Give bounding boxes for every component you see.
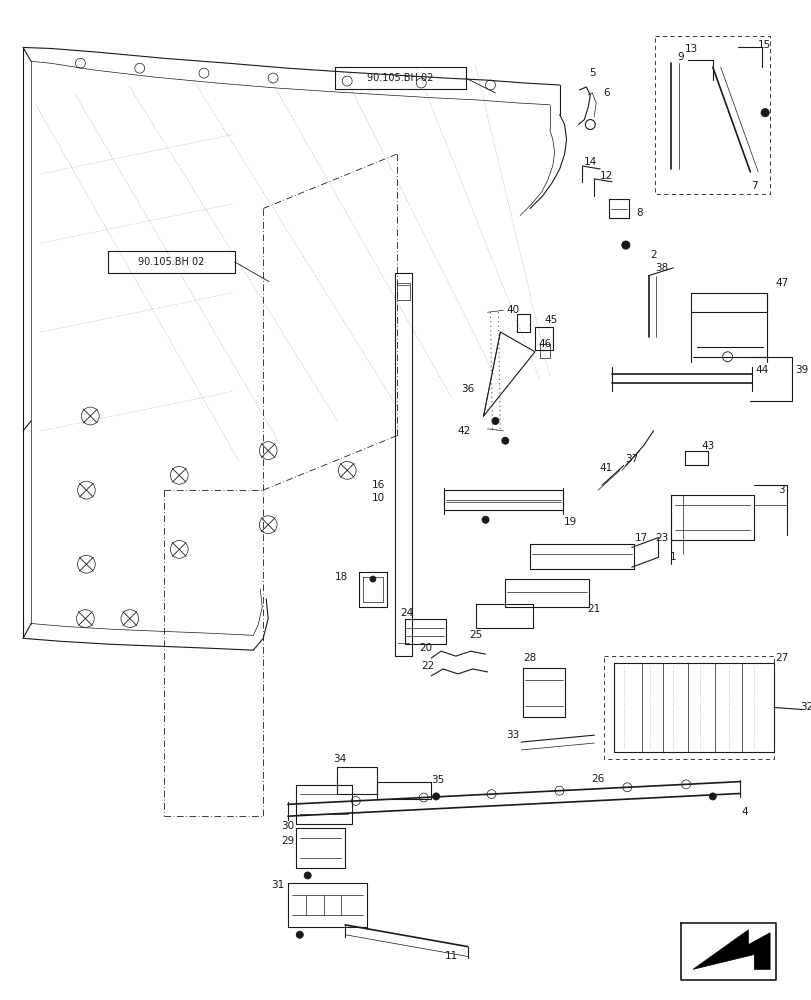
Circle shape — [304, 872, 311, 879]
Text: 90.105.BH 02: 90.105.BH 02 — [367, 73, 433, 83]
Text: 18: 18 — [334, 572, 347, 582]
Text: 21: 21 — [587, 604, 600, 614]
Text: 8: 8 — [636, 208, 642, 218]
Text: 22: 22 — [421, 661, 435, 671]
Text: 41: 41 — [599, 463, 612, 473]
Circle shape — [709, 793, 715, 800]
Polygon shape — [692, 930, 769, 969]
Circle shape — [491, 417, 498, 424]
Text: 43: 43 — [701, 441, 714, 451]
Text: 47: 47 — [775, 278, 787, 288]
Text: 12: 12 — [599, 171, 612, 181]
Text: 16: 16 — [371, 480, 385, 490]
Text: 35: 35 — [431, 775, 444, 785]
Text: 31: 31 — [271, 880, 285, 890]
Text: 19: 19 — [563, 517, 577, 527]
Text: 10: 10 — [371, 493, 385, 503]
Text: 44: 44 — [755, 365, 768, 375]
Circle shape — [760, 109, 768, 117]
Circle shape — [501, 437, 508, 444]
Text: 17: 17 — [634, 533, 647, 543]
Circle shape — [296, 931, 303, 938]
Text: 40: 40 — [506, 305, 519, 315]
Text: 25: 25 — [469, 630, 482, 640]
Text: 33: 33 — [506, 730, 519, 740]
Text: 3: 3 — [778, 485, 784, 495]
Text: 7: 7 — [750, 181, 757, 191]
Circle shape — [482, 516, 488, 523]
Text: 6: 6 — [602, 88, 608, 98]
Text: 37: 37 — [624, 454, 637, 464]
Text: 28: 28 — [523, 653, 536, 663]
Text: 4: 4 — [740, 807, 747, 817]
Text: 42: 42 — [457, 426, 470, 436]
Text: 90.105.BH 02: 90.105.BH 02 — [138, 257, 204, 267]
Text: 46: 46 — [538, 339, 551, 349]
Text: 38: 38 — [654, 263, 667, 273]
Circle shape — [432, 793, 439, 800]
Text: 5: 5 — [588, 68, 594, 78]
Text: 23: 23 — [654, 533, 667, 543]
Text: 32: 32 — [799, 702, 811, 712]
Text: 14: 14 — [583, 157, 596, 167]
Text: 2: 2 — [650, 250, 656, 260]
Text: 24: 24 — [399, 608, 413, 618]
Text: 20: 20 — [419, 643, 432, 653]
Text: 39: 39 — [794, 365, 808, 375]
Text: 30: 30 — [281, 821, 294, 831]
Text: 9: 9 — [677, 52, 684, 62]
Text: 36: 36 — [461, 384, 474, 394]
Circle shape — [621, 241, 629, 249]
Text: 26: 26 — [591, 774, 604, 784]
Text: 34: 34 — [333, 754, 345, 764]
Text: 45: 45 — [543, 315, 556, 325]
Text: 13: 13 — [684, 44, 697, 54]
Text: 29: 29 — [281, 836, 294, 846]
Text: 11: 11 — [444, 951, 457, 961]
Text: 1: 1 — [669, 552, 676, 562]
Circle shape — [370, 576, 375, 582]
Text: 15: 15 — [757, 40, 770, 50]
Text: 27: 27 — [775, 653, 787, 663]
